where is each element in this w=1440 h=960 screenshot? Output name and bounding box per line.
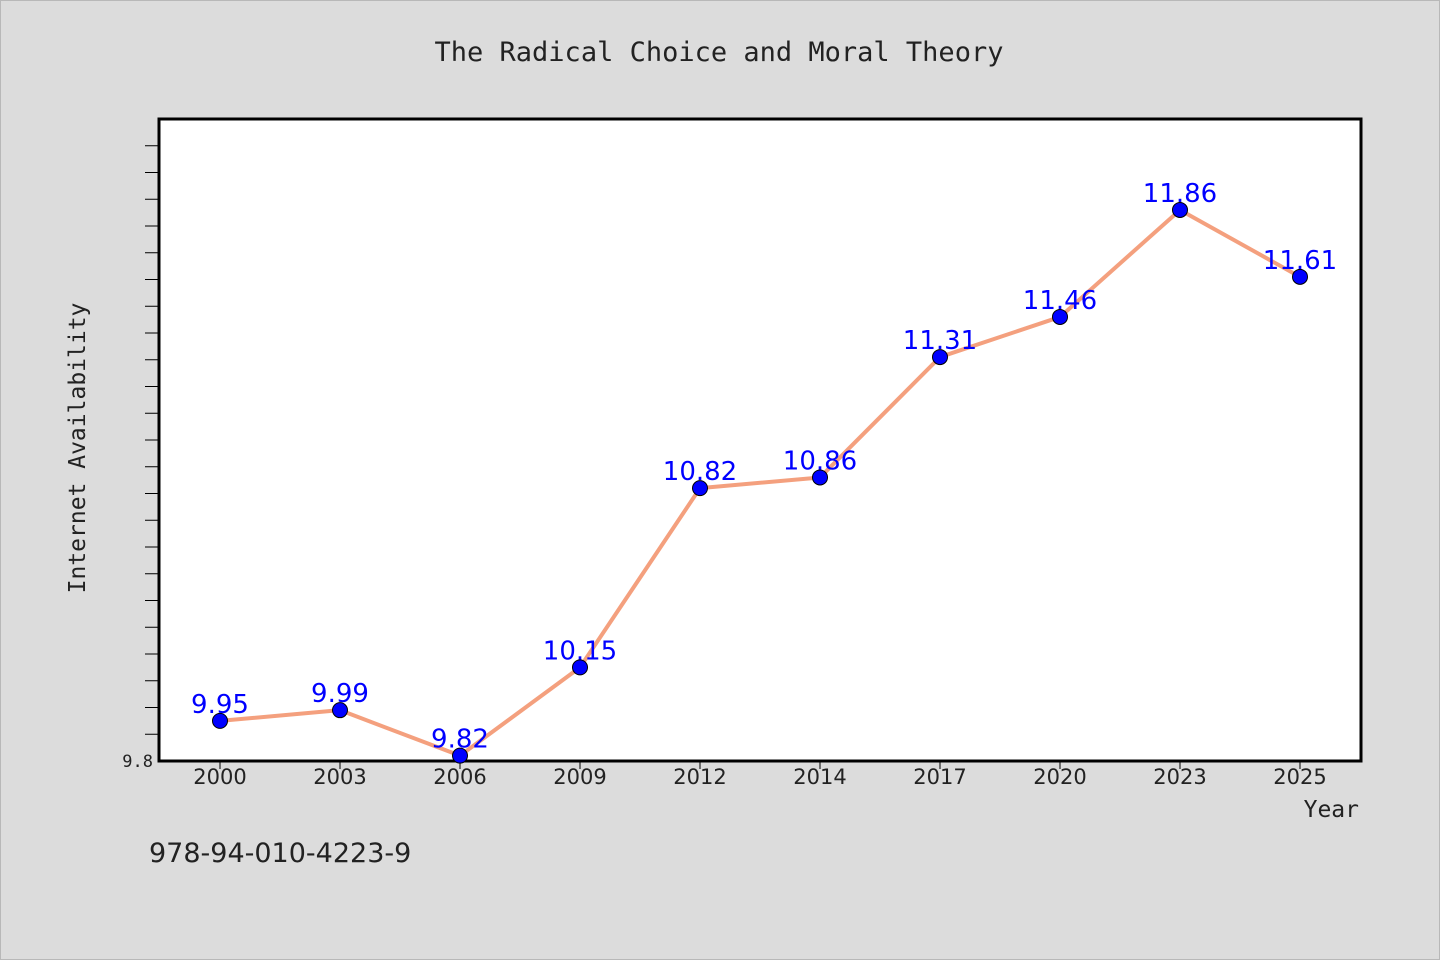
x-tick-label: 2009 [553,765,606,789]
data-label: 9.95 [191,690,249,720]
data-point [692,480,708,497]
data-label: 11.31 [903,326,977,356]
data-point [812,469,828,486]
data-point [212,712,228,729]
series-line-segment [578,486,702,670]
y-axis-ticks [145,145,159,735]
series-line-segment [338,708,462,758]
series-line-segment [218,708,342,723]
data-point [1292,268,1308,285]
x-tick-label: 2003 [313,765,366,789]
data-point [1052,308,1068,325]
data-label: 10.15 [543,636,617,666]
series-line-segment [458,665,582,758]
data-label: 9.99 [311,679,369,709]
x-axis-ticks [219,761,1301,769]
series-line-segment [938,314,1062,360]
series-line-segment [698,475,822,491]
x-tick-label: 2006 [433,765,486,789]
series-line-segment [1058,207,1182,319]
x-tick-label: 2025 [1273,765,1326,789]
x-tick-label: 2000 [193,765,246,789]
y-tick-label: 9.8 [122,752,153,772]
x-tick-label: 2017 [913,765,966,789]
x-axis-label: Year [1304,797,1359,823]
y-axis-label: Internet Availability [65,303,91,594]
series-line-segment [1178,207,1302,279]
data-point [332,702,348,719]
data-labels: 9.95 9.99 9.82 10.15 10.82 10.86 11.31 11.46 11.… [191,179,1337,755]
data-point [572,659,588,676]
series-lines [218,207,1302,758]
data-label: 10.86 [783,446,857,476]
data-point [1172,201,1188,218]
data-label: 11.86 [1143,179,1217,209]
data-label: 9.82 [431,725,489,755]
series-markers [212,201,1308,764]
series-line-segment [818,355,942,480]
data-label: 11.61 [1263,246,1337,276]
x-axis-tick-labels: 2000 2003 2006 2009 2012 2014 2017 2020 2023 2025 [193,765,1326,789]
x-tick-label: 2020 [1033,765,1086,789]
data-point [932,349,948,366]
data-label: 11.46 [1023,286,1097,316]
x-tick-label: 2014 [793,765,846,789]
x-tick-label: 2023 [1153,765,1206,789]
chart-title: The Radical Choice and Moral Theory [435,37,1004,68]
y-axis-tick-labels: 9.8 [122,752,153,772]
data-label: 10.82 [663,457,737,487]
data-point [452,747,468,764]
x-tick-label: 2012 [673,765,726,789]
isbn-footer: 978-94-010-4223-9 [149,838,411,869]
